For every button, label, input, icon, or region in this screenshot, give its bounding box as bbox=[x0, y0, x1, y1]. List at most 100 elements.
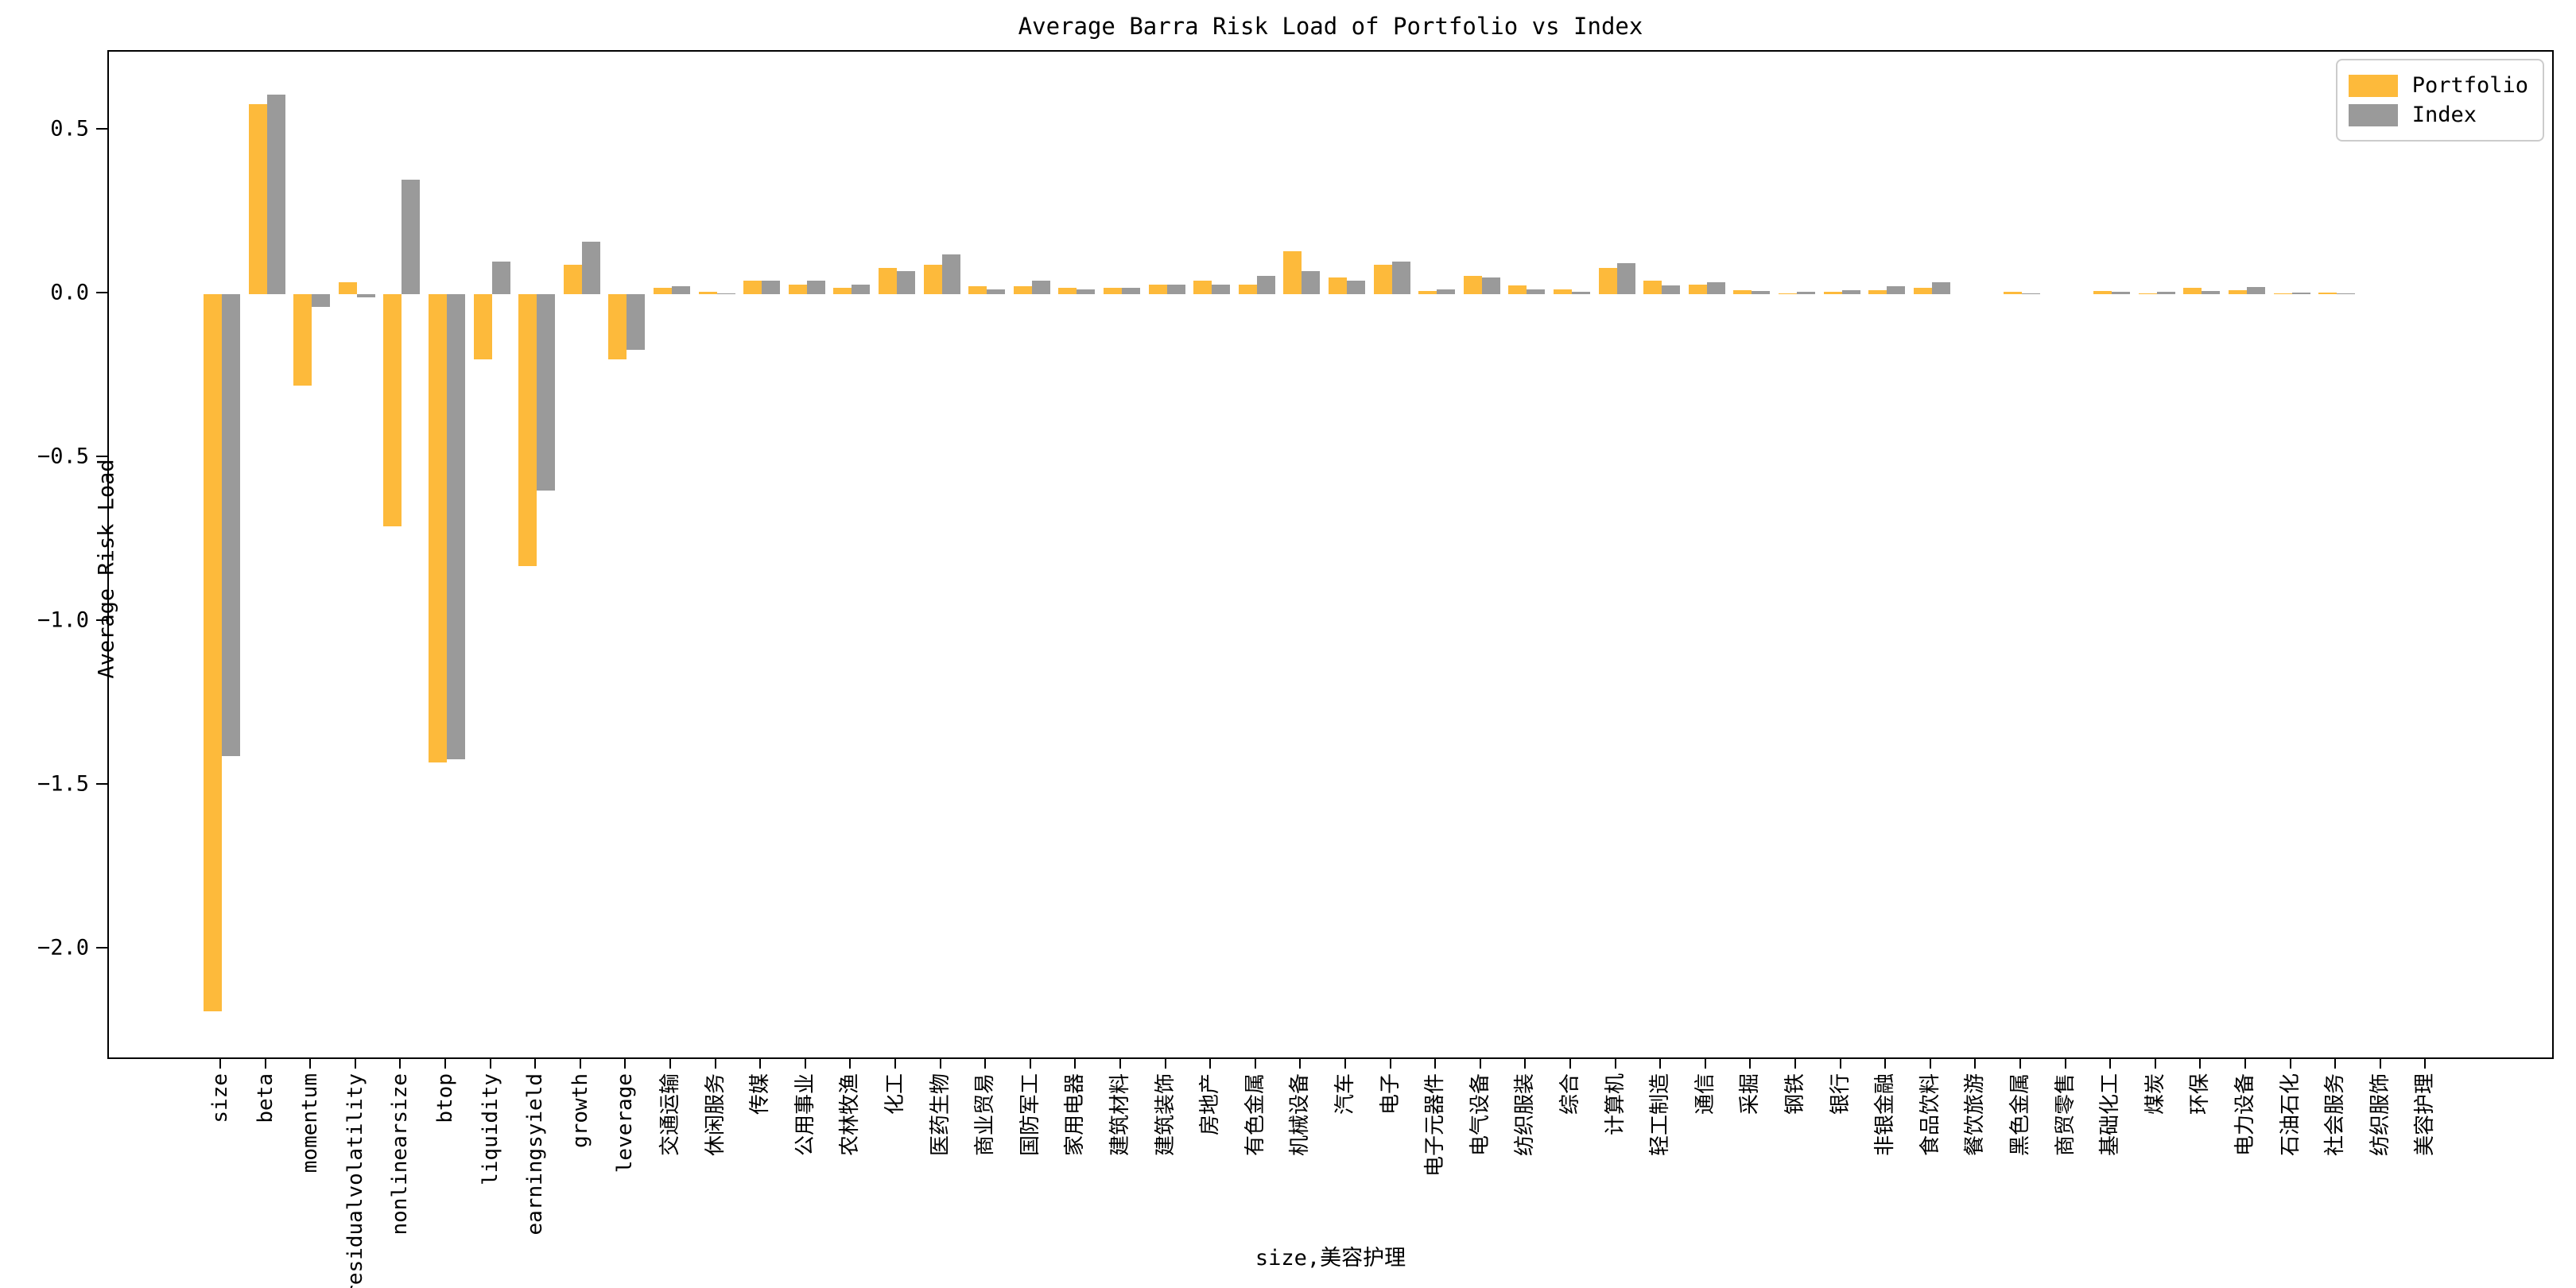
x-tick-mark bbox=[804, 1059, 806, 1069]
x-tick-label-11: 交通运输 bbox=[658, 1073, 682, 1157]
x-tick-label-23: 房地产 bbox=[1198, 1073, 1223, 1136]
bar-index-momentum bbox=[312, 293, 331, 308]
x-tick-label-33: 轻工制造 bbox=[1648, 1073, 1673, 1157]
plot-area bbox=[107, 50, 2554, 1059]
bar-portfolio-growth bbox=[563, 264, 582, 294]
x-tick-label-45: 环保 bbox=[2188, 1073, 2213, 1115]
x-tick-label-40: 餐饮旅游 bbox=[1963, 1073, 1988, 1157]
bar-portfolio-采掘 bbox=[1733, 289, 1752, 294]
bar-portfolio-机械设备 bbox=[1283, 251, 1302, 294]
bar-portfolio-传媒 bbox=[743, 281, 762, 294]
bar-index-有色金属 bbox=[1256, 276, 1275, 294]
bar-index-基础化工 bbox=[2112, 291, 2131, 294]
bar-portfolio-农林牧渔 bbox=[833, 287, 852, 294]
bar-index-农林牧渔 bbox=[852, 285, 871, 294]
x-tick-mark bbox=[1839, 1059, 1841, 1069]
bar-portfolio-liquidity bbox=[473, 293, 492, 360]
bar-portfolio-国防军工 bbox=[1013, 285, 1032, 294]
x-tick-mark bbox=[1029, 1059, 1031, 1069]
bar-portfolio-size bbox=[204, 293, 222, 1012]
y-tick-mark bbox=[96, 782, 107, 785]
bar-portfolio-电力设备 bbox=[2229, 289, 2247, 294]
chart-title: Average Barra Risk Load of Portfolio vs … bbox=[1018, 13, 1643, 40]
bar-portfolio-btop bbox=[429, 293, 447, 763]
portfolio-swatch bbox=[2348, 74, 2398, 97]
bar-index-电子 bbox=[1391, 261, 1410, 294]
x-tick-mark bbox=[2154, 1059, 2156, 1069]
x-tick-mark bbox=[894, 1059, 896, 1069]
x-tick-label-47: 石油石化 bbox=[2278, 1073, 2302, 1157]
bar-portfolio-食品饮料 bbox=[1913, 287, 1932, 294]
x-tick-label-27: 电子 bbox=[1378, 1073, 1402, 1115]
x-tick-mark bbox=[1884, 1059, 1887, 1069]
x-tick-label-16: 化工 bbox=[883, 1073, 907, 1115]
bar-index-家用电器 bbox=[1077, 289, 1096, 294]
x-tick-mark bbox=[1749, 1059, 1752, 1069]
bar-portfolio-leverage bbox=[608, 293, 627, 360]
bar-index-nonlinearsize bbox=[402, 179, 421, 294]
x-tick-mark bbox=[1344, 1059, 1346, 1069]
bar-portfolio-电气设备 bbox=[1463, 276, 1482, 294]
bar-index-btop bbox=[447, 293, 465, 759]
y-tick-mark bbox=[96, 946, 107, 949]
bar-index-化工 bbox=[897, 271, 915, 294]
x-tick-mark bbox=[1299, 1059, 1302, 1069]
bar-index-传媒 bbox=[762, 280, 781, 294]
legend-item-portfolio: Portfolio bbox=[2348, 73, 2528, 98]
x-tick-label-41: 黑色金属 bbox=[2008, 1073, 2032, 1157]
y-tick-mark bbox=[96, 455, 107, 457]
x-tick-mark bbox=[1569, 1059, 1571, 1069]
bar-index-综合 bbox=[1572, 291, 1590, 294]
x-tick-mark bbox=[1074, 1059, 1077, 1069]
x-tick-mark bbox=[264, 1059, 266, 1069]
x-tick-label-5: nonlinearsize bbox=[388, 1073, 413, 1236]
bar-index-交通运输 bbox=[672, 285, 690, 294]
x-tick-label-25: 机械设备 bbox=[1288, 1073, 1313, 1157]
bar-portfolio-earningsyield bbox=[518, 293, 537, 566]
x-tick-mark bbox=[1434, 1059, 1437, 1069]
bar-portfolio-电子元器件 bbox=[1418, 290, 1437, 294]
bar-index-建筑材料 bbox=[1122, 287, 1140, 294]
bar-portfolio-化工 bbox=[879, 267, 897, 294]
bar-index-社会服务 bbox=[2337, 293, 2356, 295]
bar-index-growth bbox=[581, 241, 600, 294]
bar-portfolio-黑色金属 bbox=[2004, 292, 2022, 294]
bar-portfolio-建筑材料 bbox=[1104, 287, 1122, 294]
x-tick-label-36: 钢铁 bbox=[1783, 1073, 1807, 1115]
bar-index-beta bbox=[266, 94, 285, 294]
x-tick-mark bbox=[2379, 1059, 2381, 1069]
x-tick-mark bbox=[1614, 1059, 1616, 1069]
x-tick-label-42: 商贸零售 bbox=[2053, 1073, 2077, 1157]
x-tick-label-26: 汽车 bbox=[1333, 1073, 1357, 1115]
bar-portfolio-交通运输 bbox=[654, 287, 672, 294]
bar-portfolio-医药生物 bbox=[923, 264, 942, 294]
x-tick-mark bbox=[219, 1059, 221, 1069]
x-tick-label-31: 综合 bbox=[1558, 1073, 1582, 1115]
x-tick-label-43: 基础化工 bbox=[2098, 1073, 2123, 1157]
x-tick-label-28: 电子元器件 bbox=[1423, 1073, 1448, 1177]
bar-index-residualvolatility bbox=[356, 293, 375, 297]
y-tick-label: −1.0 bbox=[37, 607, 89, 633]
bar-portfolio-电子 bbox=[1373, 264, 1392, 294]
bar-portfolio-社会服务 bbox=[2318, 293, 2337, 294]
bar-portfolio-计算机 bbox=[1598, 267, 1617, 294]
x-tick-mark bbox=[1164, 1059, 1166, 1069]
bar-portfolio-钢铁 bbox=[1779, 293, 1797, 294]
x-tick-mark bbox=[1254, 1059, 1256, 1069]
x-tick-label-14: 公用事业 bbox=[793, 1073, 817, 1157]
x-tick-mark bbox=[1119, 1059, 1121, 1069]
x-tick-mark bbox=[489, 1059, 491, 1069]
x-tick-label-1: size bbox=[208, 1073, 232, 1123]
x-tick-label-48: 社会服务 bbox=[2323, 1073, 2348, 1157]
x-tick-label-24: 有色金属 bbox=[1243, 1073, 1267, 1157]
x-tick-mark bbox=[1704, 1059, 1706, 1069]
x-tick-mark bbox=[2109, 1059, 2112, 1069]
y-tick-label: −0.5 bbox=[37, 444, 89, 469]
x-tick-mark bbox=[444, 1059, 446, 1069]
x-tick-mark bbox=[1659, 1059, 1662, 1069]
x-tick-label-22: 建筑装饰 bbox=[1153, 1073, 1177, 1157]
y-tick-label: −1.5 bbox=[37, 771, 89, 797]
x-tick-label-12: 休闲服务 bbox=[703, 1073, 727, 1157]
x-tick-mark bbox=[1479, 1059, 1481, 1069]
